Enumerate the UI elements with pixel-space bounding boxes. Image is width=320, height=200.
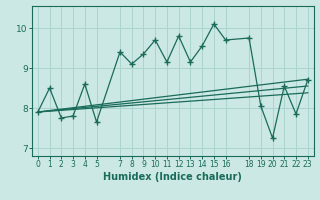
X-axis label: Humidex (Indice chaleur): Humidex (Indice chaleur)	[103, 172, 242, 182]
